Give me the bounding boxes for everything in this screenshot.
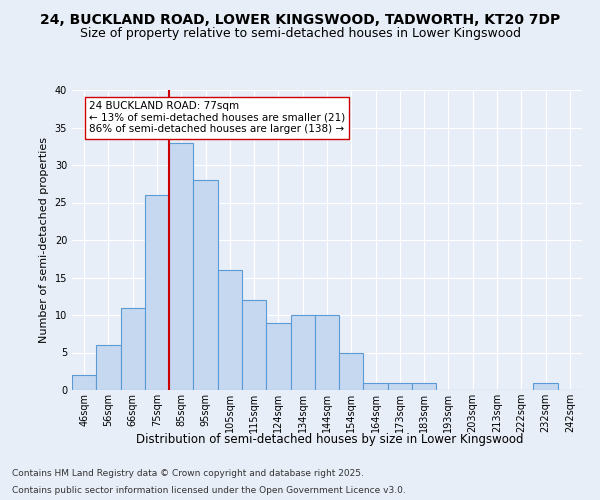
Bar xyxy=(218,270,242,390)
Bar xyxy=(169,142,193,390)
Bar xyxy=(412,382,436,390)
Bar xyxy=(388,382,412,390)
Bar xyxy=(193,180,218,390)
Bar xyxy=(315,315,339,390)
Bar xyxy=(145,195,169,390)
Bar xyxy=(242,300,266,390)
Text: Contains public sector information licensed under the Open Government Licence v3: Contains public sector information licen… xyxy=(12,486,406,495)
Bar xyxy=(96,345,121,390)
Bar xyxy=(72,375,96,390)
Text: Size of property relative to semi-detached houses in Lower Kingswood: Size of property relative to semi-detach… xyxy=(79,28,521,40)
Text: 24 BUCKLAND ROAD: 77sqm
← 13% of semi-detached houses are smaller (21)
86% of se: 24 BUCKLAND ROAD: 77sqm ← 13% of semi-de… xyxy=(89,101,345,134)
Bar xyxy=(121,308,145,390)
Bar xyxy=(290,315,315,390)
Y-axis label: Number of semi-detached properties: Number of semi-detached properties xyxy=(39,137,49,343)
Text: Distribution of semi-detached houses by size in Lower Kingswood: Distribution of semi-detached houses by … xyxy=(136,432,524,446)
Bar xyxy=(266,322,290,390)
Bar xyxy=(339,352,364,390)
Text: Contains HM Land Registry data © Crown copyright and database right 2025.: Contains HM Land Registry data © Crown c… xyxy=(12,468,364,477)
Bar xyxy=(533,382,558,390)
Bar xyxy=(364,382,388,390)
Text: 24, BUCKLAND ROAD, LOWER KINGSWOOD, TADWORTH, KT20 7DP: 24, BUCKLAND ROAD, LOWER KINGSWOOD, TADW… xyxy=(40,12,560,26)
